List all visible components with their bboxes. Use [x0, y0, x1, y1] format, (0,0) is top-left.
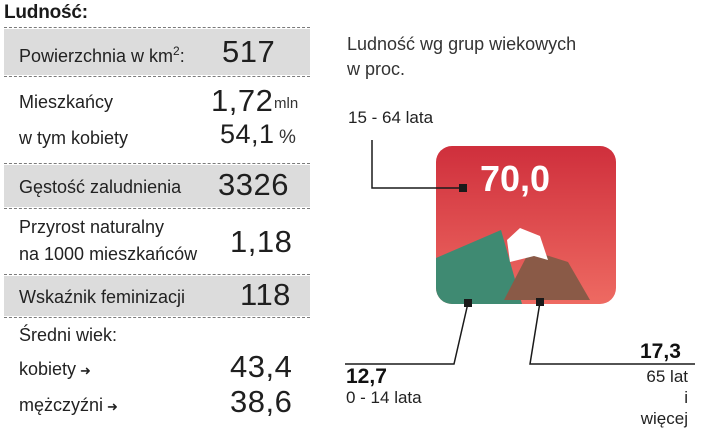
divider [4, 27, 310, 28]
arrow-icon: ➜ [107, 399, 118, 414]
area-superscript: 2 [173, 44, 180, 58]
density-label: Gęstość zaludnienia [19, 177, 182, 197]
women-share-value: 54,1 [220, 119, 275, 149]
divider [4, 317, 310, 318]
marker-15-64 [459, 184, 467, 192]
women-share-unit: % [279, 127, 296, 148]
age-men-label: mężczyźni ➜ [19, 395, 118, 415]
age-men-value: 38,6 [230, 384, 293, 419]
area-label: Powierzchnia w km2: [19, 44, 185, 66]
density-value: 3326 [218, 167, 289, 202]
section-heading: Ludność: [4, 2, 88, 23]
value-label-0-14: 12,7 [346, 365, 387, 388]
tile-notch [507, 228, 548, 262]
leader-line-0-14 [345, 302, 469, 365]
area-value: 517 [222, 34, 276, 69]
feminization-label: Wskaźnik feminizacji [19, 287, 186, 307]
chart-title: Ludność wg grup wiekowych w proc. [347, 34, 577, 79]
divider [4, 76, 310, 77]
density-row [4, 165, 310, 207]
category-label-65-plus: 65 lat i więcej [640, 367, 688, 428]
women-share-label: w tym kobiety [19, 128, 129, 148]
slice-65-plus [504, 250, 590, 300]
population-label: Mieszkańcy [19, 92, 114, 112]
category-label-15-64: 15 - 64 lata [348, 108, 434, 127]
slice-0-14 [436, 230, 522, 304]
age-women-value: 43,4 [230, 349, 293, 384]
marker-65-plus [536, 298, 544, 306]
divider [4, 163, 310, 164]
population-value: 1,72 [211, 83, 274, 118]
divider [4, 274, 310, 275]
leader-line-15-64 [371, 140, 463, 189]
growth-label-line2: na 1000 mieszkańców [19, 244, 198, 264]
age-label: Średni wiek: [19, 325, 118, 345]
value-label-15-64: 70,0 [480, 158, 551, 199]
value-label-65-plus: 17,3 [640, 340, 681, 363]
feminization-value: 118 [240, 277, 291, 312]
divider [4, 208, 310, 209]
growth-label-line1: Przyrost naturalny [19, 217, 165, 237]
area-row [4, 29, 310, 75]
leader-line-65-plus [529, 301, 695, 365]
feminization-row [4, 276, 310, 316]
growth-value: 1,18 [230, 224, 293, 259]
category-label-0-14: 0 - 14 lata [346, 388, 422, 407]
arrow-icon: ➜ [80, 363, 91, 378]
population-unit: mln [274, 95, 299, 112]
age-women-label: kobiety ➜ [19, 359, 91, 379]
marker-0-14 [464, 299, 472, 307]
